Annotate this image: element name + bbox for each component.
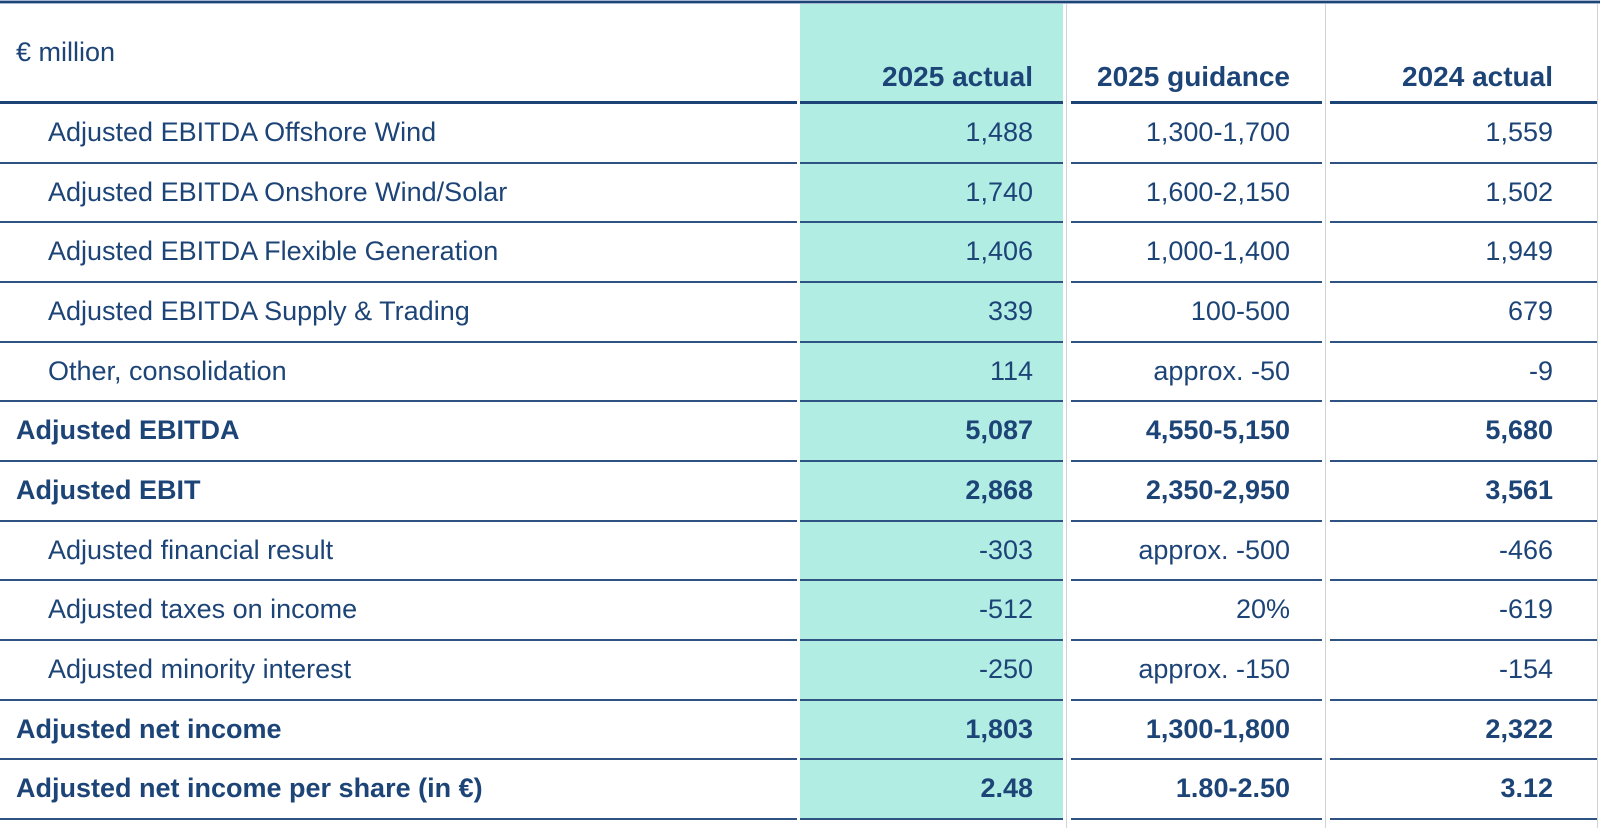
table-row: Adjusted net income 1,803 1,300-1,800 2,… [0, 700, 1597, 761]
column-separator-line [1066, 0, 1067, 828]
table-row: Adjusted financial result -303 approx. -… [0, 521, 1597, 582]
cell-2025-guidance: 1,300-1,700 [1071, 104, 1322, 164]
row-label: Adjusted net income per share (in €) [0, 760, 797, 820]
column-gap [1063, 462, 1071, 522]
cell-2025-actual: 1,488 [800, 104, 1063, 164]
column-gap [1322, 104, 1330, 164]
cell-2025-guidance: 1,000-1,400 [1071, 223, 1322, 283]
column-gap [1322, 283, 1330, 343]
cell-2025-guidance: 1,600-2,150 [1071, 164, 1322, 224]
table-row: Adjusted EBITDA Flexible Generation 1,40… [0, 223, 1597, 283]
column-gap [1322, 760, 1330, 820]
table-row: Adjusted net income per share (in €) 2.4… [0, 760, 1597, 820]
column-gap [1322, 701, 1330, 761]
cell-2024-actual: 5,680 [1330, 402, 1597, 462]
column-gap [1063, 641, 1071, 701]
cell-2024-actual: 3,561 [1330, 462, 1597, 522]
column-gap [1322, 522, 1330, 582]
column-gap [1063, 402, 1071, 462]
cell-2025-actual: -512 [800, 581, 1063, 641]
results-table: € million 2025 actual 2025 guidance 2024… [0, 4, 1597, 820]
column-gap [1322, 581, 1330, 641]
row-label: Other, consolidation [0, 343, 797, 403]
cell-2024-actual: 679 [1330, 283, 1597, 343]
cell-2024-actual: -466 [1330, 522, 1597, 582]
column-gap [1322, 164, 1330, 224]
cell-2024-actual: -9 [1330, 343, 1597, 403]
cell-2025-guidance: approx. -500 [1071, 522, 1322, 582]
cell-2025-actual: 5,087 [800, 402, 1063, 462]
column-gap [1063, 760, 1071, 820]
column-header-2025-actual: 2025 actual [800, 4, 1063, 104]
column-separator-line [1325, 0, 1326, 828]
table-row: Adjusted EBITDA 5,087 4,550-5,150 5,680 [0, 402, 1597, 462]
table-row: Adjusted taxes on income -512 20% -619 [0, 581, 1597, 641]
row-label: Adjusted EBITDA [0, 402, 797, 462]
table-row: Adjusted minority interest -250 approx. … [0, 640, 1597, 701]
cell-2024-actual: -154 [1330, 641, 1597, 701]
cell-2025-guidance: 1.80-2.50 [1071, 760, 1322, 820]
cell-2025-actual: -303 [800, 521, 1063, 582]
column-gap [1063, 701, 1071, 761]
column-gap [1322, 343, 1330, 403]
column-gap [1063, 522, 1071, 582]
column-gap [1063, 164, 1071, 224]
table-top-border [0, 0, 1600, 4]
row-label: Adjusted EBIT [0, 462, 797, 522]
column-header-2025-guidance: 2025 guidance [1071, 4, 1322, 104]
cell-2025-guidance: approx. -50 [1071, 343, 1322, 403]
unit-label: € million [0, 4, 797, 104]
column-gap [1322, 4, 1330, 104]
table-row: Adjusted EBITDA Supply & Trading 339 100… [0, 282, 1597, 343]
cell-2024-actual: 1,949 [1330, 223, 1597, 283]
table-row: Adjusted EBITDA Offshore Wind 1,488 1,30… [0, 104, 1597, 164]
row-label: Adjusted EBITDA Supply & Trading [0, 283, 797, 343]
column-gap [1322, 641, 1330, 701]
column-gap [1322, 462, 1330, 522]
row-label: Adjusted taxes on income [0, 581, 797, 641]
table-right-border-line [1597, 0, 1598, 828]
cell-2024-actual: -619 [1330, 581, 1597, 641]
cell-2024-actual: 1,502 [1330, 164, 1597, 224]
column-gap [1322, 402, 1330, 462]
cell-2025-guidance: 1,300-1,800 [1071, 701, 1322, 761]
cell-2024-actual: 1,559 [1330, 104, 1597, 164]
row-label: Adjusted financial result [0, 522, 797, 582]
cell-2025-actual: 114 [800, 342, 1063, 403]
row-label: Adjusted EBITDA Offshore Wind [0, 104, 797, 164]
cell-2025-actual: 1,406 [800, 223, 1063, 283]
cell-2025-guidance: approx. -150 [1071, 641, 1322, 701]
table-row: Adjusted EBIT 2,868 2,350-2,950 3,561 [0, 461, 1597, 522]
row-label: Adjusted net income [0, 701, 797, 761]
cell-2025-actual: 2,868 [800, 461, 1063, 522]
cell-2025-actual: 1,803 [800, 700, 1063, 761]
row-label: Adjusted EBITDA Onshore Wind/Solar [0, 164, 797, 224]
column-header-2024-actual: 2024 actual [1330, 4, 1597, 104]
cell-2025-guidance: 20% [1071, 581, 1322, 641]
column-gap [1322, 223, 1330, 283]
cell-2025-actual: 1,740 [800, 163, 1063, 224]
cell-2025-actual: 339 [800, 282, 1063, 343]
cell-2025-guidance: 4,550-5,150 [1071, 402, 1322, 462]
table-row: Adjusted EBITDA Onshore Wind/Solar 1,740… [0, 163, 1597, 224]
row-label: Adjusted EBITDA Flexible Generation [0, 223, 797, 283]
column-gap [1063, 581, 1071, 641]
cell-2024-actual: 3.12 [1330, 760, 1597, 820]
table-header-row: € million 2025 actual 2025 guidance 2024… [0, 4, 1597, 104]
cell-2025-actual: -250 [800, 640, 1063, 701]
column-gap [1063, 223, 1071, 283]
column-gap [1063, 283, 1071, 343]
cell-2025-guidance: 100-500 [1071, 283, 1322, 343]
row-label: Adjusted minority interest [0, 641, 797, 701]
column-gap [1063, 4, 1071, 104]
column-gap [1063, 343, 1071, 403]
cell-2025-guidance: 2,350-2,950 [1071, 462, 1322, 522]
cell-2024-actual: 2,322 [1330, 701, 1597, 761]
cell-2025-actual: 2.48 [800, 760, 1063, 820]
table-row: Other, consolidation 114 approx. -50 -9 [0, 342, 1597, 403]
column-gap [1063, 104, 1071, 164]
